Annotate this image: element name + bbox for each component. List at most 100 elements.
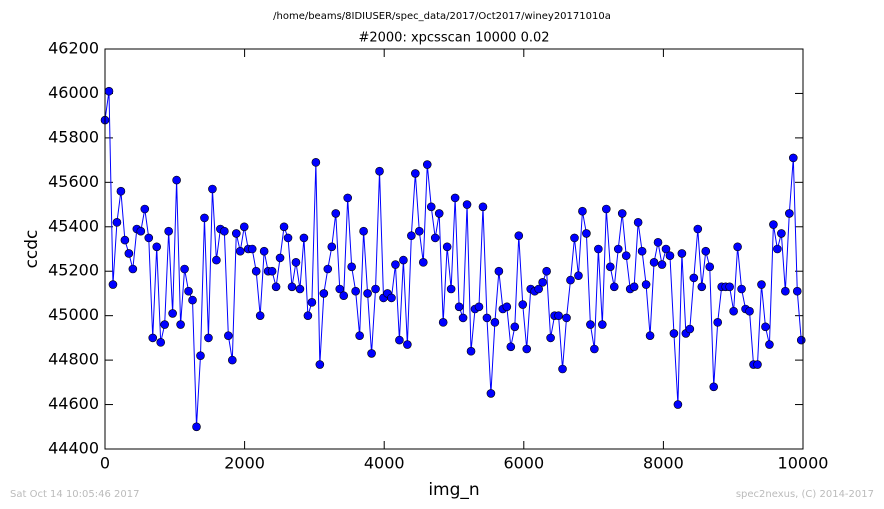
data-point: [283, 233, 293, 243]
data-point: [403, 340, 412, 349]
data-point: [168, 309, 177, 318]
data-point: [753, 360, 762, 369]
data-point: [578, 206, 587, 216]
data-point: [725, 282, 734, 292]
data-point: [641, 280, 651, 289]
data-point: [407, 231, 416, 240]
data-point: [371, 284, 380, 294]
data-point: [701, 246, 711, 256]
data-point: [259, 246, 269, 256]
data-point: [104, 86, 114, 96]
data-point: [112, 218, 122, 227]
data-point: [617, 209, 627, 218]
data-point: [685, 324, 695, 334]
data-point: [180, 264, 189, 274]
data-point: [494, 266, 504, 276]
data-point: [574, 271, 583, 280]
data-point: [745, 306, 754, 316]
data-point: [697, 282, 707, 292]
data-point: [160, 320, 169, 329]
data-point: [669, 329, 679, 338]
x-tick-label: 2000: [224, 454, 265, 473]
data-point: [518, 300, 528, 309]
data-point: [279, 222, 289, 232]
x-axis-label: img_n: [428, 480, 479, 500]
data-point: [542, 266, 551, 276]
data-point: [677, 249, 687, 258]
data-point: [602, 204, 611, 214]
data-point: [558, 364, 567, 374]
data-point: [164, 226, 173, 236]
data-point: [267, 266, 277, 276]
data-point: [363, 289, 372, 298]
data-point: [590, 344, 599, 354]
x-tick-label: 8000: [643, 454, 684, 473]
data-point: [796, 335, 806, 345]
data-point: [359, 226, 368, 236]
y-tick-label: 45000: [48, 305, 99, 324]
data-point: [586, 320, 595, 329]
data-point: [275, 253, 285, 263]
data-point: [757, 280, 766, 289]
data-point: [251, 266, 261, 276]
data-point: [415, 226, 424, 236]
data-point: [239, 222, 249, 232]
plot-frame: [104, 48, 804, 450]
footer-right: spec2nexus, (C) 2014-2017: [736, 489, 874, 500]
data-point: [120, 235, 130, 245]
data-point: [188, 295, 197, 305]
y-tick-label: 44600: [48, 394, 99, 413]
data-point: [235, 246, 245, 256]
data-point: [422, 160, 432, 169]
data-point: [693, 224, 703, 234]
data-point: [124, 249, 134, 258]
chart-title: #2000: xpcsscan 10000 0.02: [358, 31, 549, 46]
data-point: [709, 382, 719, 392]
data-point: [673, 400, 683, 409]
data-point: [355, 331, 364, 340]
data-point: [411, 169, 420, 178]
data-point: [418, 258, 428, 267]
data-point: [291, 258, 301, 267]
data-point: [299, 233, 309, 243]
data-point: [765, 340, 774, 349]
data-point: [387, 293, 396, 303]
data-point: [220, 226, 229, 236]
data-point: [605, 262, 615, 272]
data-point: [633, 218, 643, 227]
data-point: [649, 258, 659, 267]
data-point: [462, 200, 472, 209]
footer-left: Sat Oct 14 10:05:46 2017: [10, 489, 140, 500]
data-point: [347, 262, 356, 272]
data-point: [391, 260, 400, 269]
data-point: [621, 251, 631, 260]
data-point: [737, 284, 746, 294]
y-tick-label: 44800: [48, 350, 99, 369]
y-tick-label: 45600: [48, 172, 99, 191]
data-point: [490, 318, 500, 327]
data-point: [148, 333, 158, 343]
data-point: [777, 229, 786, 238]
data-point: [546, 333, 555, 343]
data-point: [156, 338, 166, 347]
data-point: [733, 242, 742, 252]
data-point: [196, 351, 205, 360]
data-point: [566, 275, 575, 285]
suptitle: /home/beams/8IDIUSER/spec_data/2017/Oct2…: [273, 11, 611, 22]
data-point: [395, 335, 404, 345]
data-point: [116, 186, 126, 196]
data-point: [128, 264, 138, 274]
data-point: [792, 286, 802, 296]
data-point: [554, 311, 563, 320]
data-point: [522, 344, 532, 354]
data-point: [176, 320, 185, 329]
data-point: [510, 322, 520, 332]
data-point: [645, 331, 655, 340]
data-point: [761, 322, 770, 332]
data-point: [343, 193, 352, 203]
x-tick-label: 10000: [778, 454, 829, 473]
data-point: [271, 282, 281, 292]
data-point: [514, 231, 524, 240]
data-point: [502, 302, 512, 312]
